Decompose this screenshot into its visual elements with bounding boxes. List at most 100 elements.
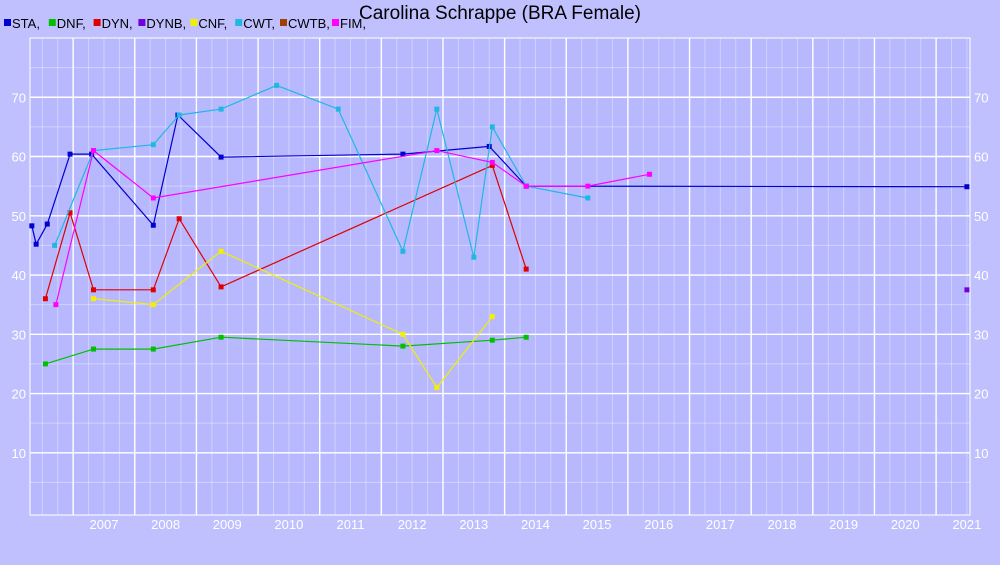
x-tick-label: 2012: [398, 517, 427, 532]
data-point-fim: [90, 148, 96, 154]
x-tick-label: 2013: [459, 517, 488, 532]
legend-label-cnf: CNF,: [198, 16, 227, 31]
legend-label-dyn: DYN,: [102, 16, 133, 31]
data-point-sta: [44, 221, 50, 227]
x-tick-label: 2016: [644, 517, 673, 532]
data-point-sta: [150, 222, 156, 228]
x-tick-label: 2007: [90, 517, 119, 532]
data-point-dyn: [150, 287, 156, 293]
y-tick-label-right: 30: [974, 327, 988, 342]
x-tick-label: 2014: [521, 517, 550, 532]
legend-swatch-cwtb: [280, 19, 287, 26]
series-line-sta: [31, 113, 967, 246]
data-point-fim: [585, 183, 591, 189]
legend-swatch-dyn: [93, 19, 101, 26]
data-point-dnf: [489, 337, 495, 343]
x-tick-label: 2019: [829, 517, 858, 532]
chart-title: Carolina Schrappe (BRA Female): [359, 3, 641, 24]
data-point-dyn: [176, 216, 182, 222]
data-point-cwt: [585, 195, 591, 201]
x-tick-label: 2011: [337, 517, 365, 532]
data-point-dyn: [67, 210, 73, 216]
y-tick-label-left: 20: [12, 387, 26, 402]
data-point-dnf: [150, 346, 156, 352]
y-tick-label-right: 20: [974, 387, 988, 402]
data-point-sta: [67, 151, 73, 157]
data-point-cwt: [489, 124, 495, 130]
x-tick-label: 2021: [952, 517, 981, 532]
plot-area: 2007 2008 2009 2010 2011 2012 2013 2014 2015 2016…: [12, 37, 988, 532]
data-point-fim: [489, 159, 495, 165]
legend-label-dnf: DNF,: [57, 16, 86, 31]
y-tick-label-right: 40: [974, 268, 988, 283]
y-tick-label-left: 60: [12, 150, 26, 165]
series-line-cnf: [93, 250, 493, 389]
data-point-dyn: [42, 296, 48, 302]
data-point-sta: [29, 223, 35, 229]
data-point-fim: [523, 183, 529, 189]
data-point-dynb: [964, 287, 970, 293]
data-point-cwt: [176, 112, 182, 118]
x-tick-label: 2020: [891, 517, 920, 532]
legend-label-sta: STA,: [12, 16, 40, 31]
y-tick-label-left: 50: [12, 209, 26, 224]
y-tick-label-right: 10: [974, 446, 988, 461]
data-point-sta: [964, 184, 970, 190]
data-point-cwt: [471, 254, 477, 260]
data-point-dnf: [523, 334, 529, 340]
series-line-dyn: [44, 164, 527, 299]
y-tick-label-right: 60: [974, 150, 988, 165]
data-point-sta: [33, 241, 39, 247]
y-tick-label-left: 10: [12, 446, 26, 461]
x-tick-label: 2015: [583, 517, 612, 532]
legend-swatch-fim: [332, 19, 339, 26]
legend-swatch-cwt: [235, 19, 243, 26]
plot-frame: [29, 37, 971, 516]
legend-label-dynb: DYNB,: [146, 16, 186, 31]
data-point-fim: [646, 171, 652, 177]
data-point-dyn: [523, 266, 529, 272]
data-point-cnf: [489, 313, 495, 319]
y-tick-label-left: 30: [12, 327, 26, 342]
x-tick-label: 2018: [768, 517, 797, 532]
data-point-dnf: [90, 346, 96, 352]
data-point-dnf: [400, 343, 406, 349]
data-point-cwt: [335, 106, 341, 112]
data-point-fim: [150, 195, 156, 201]
data-point-fim: [434, 148, 440, 154]
y-tick-label-left: 70: [12, 90, 26, 105]
data-point-dnf: [218, 334, 224, 340]
data-point-cwt: [434, 106, 440, 112]
legend-label-cwt: CWT,: [243, 16, 275, 31]
data-point-dyn: [489, 162, 495, 168]
x-tick-label: 2008: [151, 517, 180, 532]
series-line-fim: [55, 149, 650, 305]
x-tick-label: 2009: [213, 517, 242, 532]
data-point-sta: [400, 151, 406, 157]
data-point-sta: [218, 154, 224, 160]
data-point-dyn: [218, 284, 224, 290]
x-tick-label: 2010: [274, 517, 303, 532]
data-point-dnf: [42, 361, 48, 367]
data-point-cnf: [218, 248, 224, 254]
data-point-cnf: [400, 331, 406, 337]
y-tick-label-left: 40: [12, 268, 26, 283]
legend-swatch-dnf: [48, 19, 56, 26]
legend: STA, DNF, DYN, DYNB, CNF, CWT, CWTB, FIM,: [4, 16, 366, 31]
data-point-cwt: [274, 82, 280, 88]
data-point-dyn: [90, 287, 96, 293]
data-point-cwt: [400, 248, 406, 254]
y-tick-label-right: 70: [974, 90, 988, 105]
legend-label-fim: FIM,: [340, 16, 366, 31]
data-point-cwt: [150, 142, 156, 148]
data-point-cnf: [90, 296, 96, 302]
y-tick-label-right: 50: [974, 209, 988, 224]
plot-background: [30, 38, 970, 515]
legend-label-cwtb: CWTB,: [288, 16, 330, 31]
legend-swatch-cnf: [190, 19, 198, 26]
legend-swatch-dynb: [138, 19, 146, 26]
data-point-cwt: [52, 242, 58, 248]
data-point-cwt: [218, 106, 224, 112]
legend-swatch-sta: [4, 19, 11, 26]
